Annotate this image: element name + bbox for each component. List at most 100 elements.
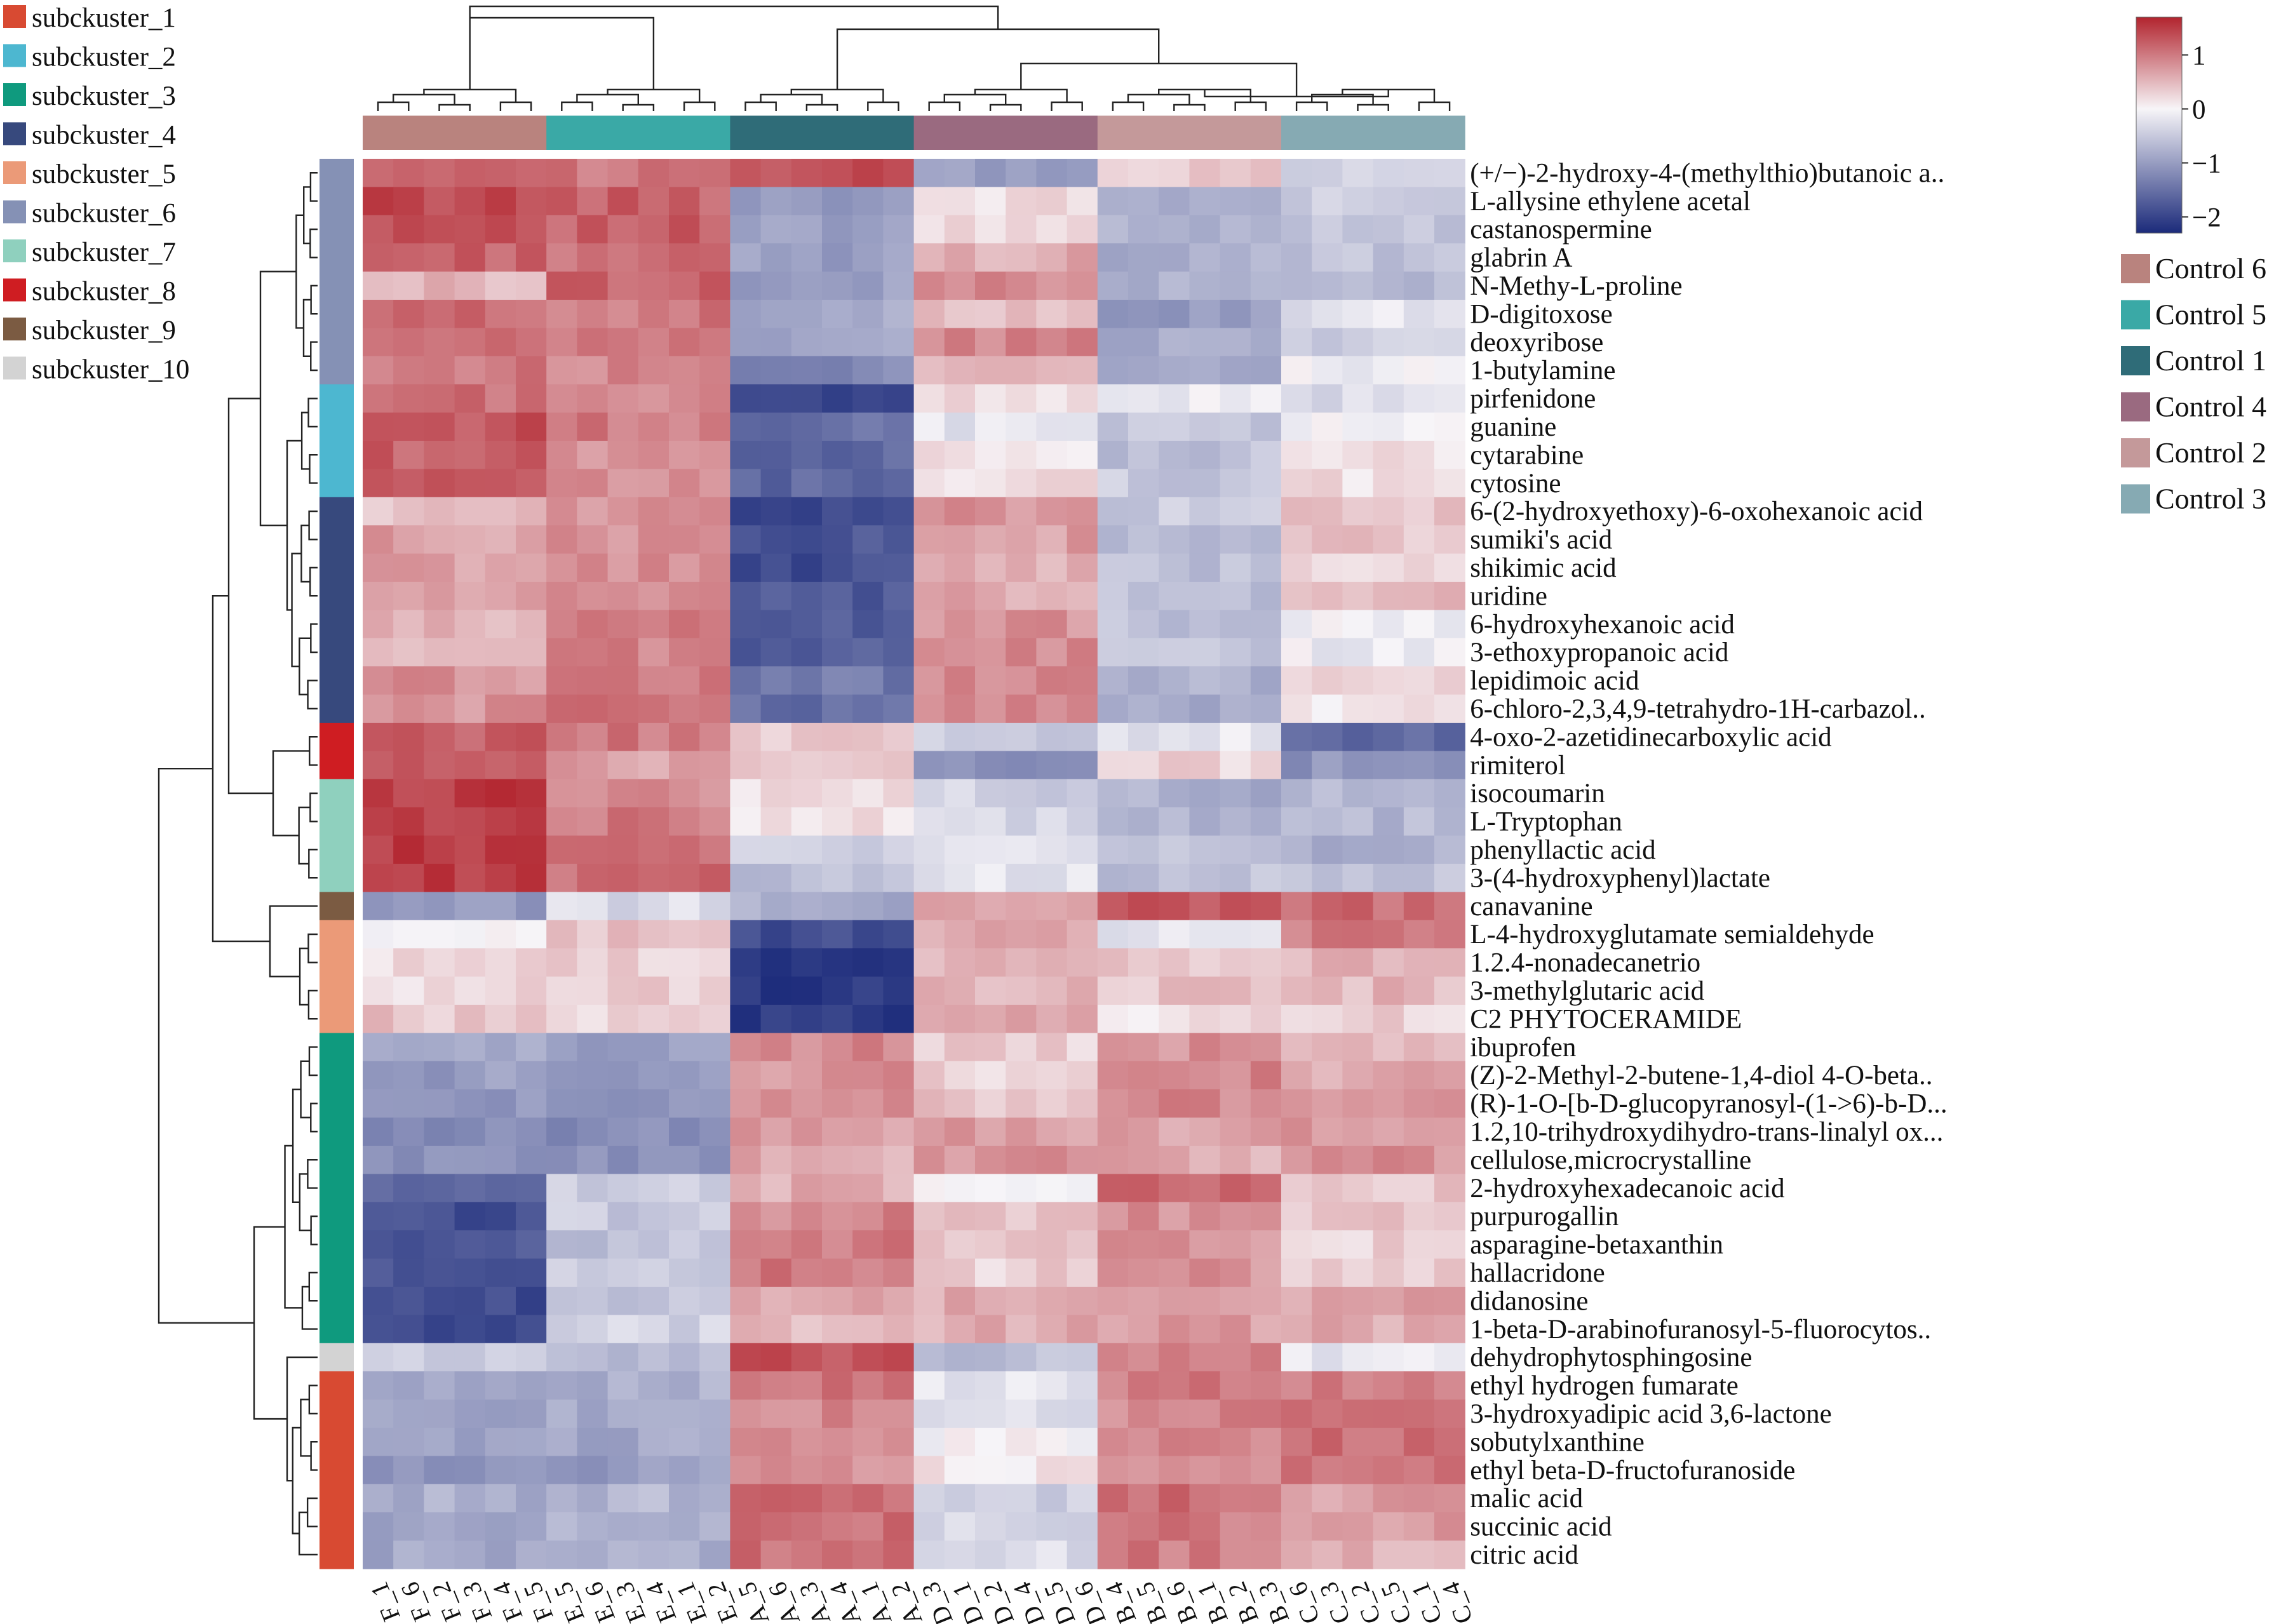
heatmap-cell [546, 666, 577, 695]
heatmap-cell [1342, 1061, 1374, 1090]
heatmap-cell [393, 723, 424, 751]
heatmap-cell [730, 328, 762, 357]
heatmap-cell [852, 525, 884, 554]
heatmap-cell [607, 553, 639, 582]
heatmap-cell [638, 1117, 670, 1146]
heatmap-cell [516, 1343, 547, 1372]
heatmap-cell [852, 638, 884, 667]
heatmap-cell [1006, 384, 1037, 413]
heatmap-cell [791, 1456, 823, 1485]
heatmap-cell [1312, 356, 1343, 385]
heatmap-cell [975, 1061, 1006, 1090]
heatmap-cell [1128, 271, 1159, 300]
heatmap-cell [1159, 1371, 1190, 1400]
heatmap-cell [1312, 384, 1343, 413]
heatmap-cell [730, 243, 762, 272]
heatmap-cell [852, 441, 884, 469]
heatmap-cell [760, 751, 792, 780]
heatmap-cell [944, 892, 976, 921]
heatmap-cell [1006, 356, 1037, 385]
heatmap-cell [1036, 441, 1068, 469]
heatmap-cell [852, 159, 884, 187]
heatmap-cell [1036, 525, 1068, 554]
heatmap-cell [669, 1146, 700, 1174]
heatmap-cell [1312, 1484, 1343, 1513]
heatmap-cell [791, 1371, 823, 1400]
heatmap-cell [852, 1174, 884, 1203]
heatmap-cell [1036, 384, 1068, 413]
heatmap-cell [1403, 356, 1435, 385]
cluster-legend-swatch [3, 239, 26, 262]
heatmap-cell [393, 356, 424, 385]
heatmap-cell [607, 1343, 639, 1372]
heatmap-cell [1006, 1202, 1037, 1231]
row-label: deoxyribose [1470, 328, 1603, 358]
heatmap-cell [485, 1428, 516, 1456]
heatmap-cell [1220, 582, 1251, 610]
heatmap-cell [485, 243, 516, 272]
heatmap-cell [363, 864, 394, 892]
heatmap-cell [424, 1371, 455, 1400]
heatmap-cell [546, 1202, 577, 1231]
heatmap-cell [1128, 582, 1159, 610]
heatmap-cell [975, 1230, 1006, 1259]
heatmap-cell [1036, 1117, 1068, 1146]
heatmap-cell [546, 469, 577, 498]
heatmap-cell [1128, 553, 1159, 582]
heatmap-cell [975, 271, 1006, 300]
row-label: succinic acid [1470, 1512, 1612, 1542]
heatmap-cell [1342, 1428, 1374, 1456]
heatmap-cell [1128, 300, 1159, 328]
heatmap-cell [883, 497, 915, 526]
heatmap-cell [1281, 497, 1312, 526]
heatmap-cell [1281, 1258, 1312, 1287]
heatmap-cell [883, 1371, 915, 1400]
heatmap-cell [791, 1428, 823, 1456]
heatmap-cell [1067, 469, 1098, 498]
heatmap-cell [516, 1315, 547, 1344]
heatmap-cell [791, 1146, 823, 1174]
heatmap-cell [1373, 300, 1404, 328]
heatmap-cell [1434, 1033, 1465, 1062]
heatmap-cell [1373, 1343, 1404, 1372]
heatmap-cell [638, 582, 670, 610]
heatmap-cell [607, 1315, 639, 1344]
heatmap-cell [852, 384, 884, 413]
heatmap-cell [1220, 497, 1251, 526]
heatmap-cell [699, 1089, 730, 1118]
heatmap-cell [1006, 497, 1037, 526]
heatmap-cell [1312, 215, 1343, 244]
heatmap-cell [485, 1456, 516, 1485]
heatmap-cell [638, 1033, 670, 1062]
heatmap-cell [1250, 723, 1282, 751]
heatmap-cell [1281, 948, 1312, 977]
heatmap-cell [1036, 300, 1068, 328]
heatmap-cell [730, 1512, 762, 1541]
heatmap-cell [1097, 835, 1129, 864]
heatmap-cell [852, 1540, 884, 1569]
heatmap-cell [577, 1230, 609, 1259]
heatmap-cell [516, 582, 547, 610]
heatmap-cell [638, 525, 670, 554]
heatmap-cell [1097, 469, 1129, 498]
heatmap-cell [638, 1202, 670, 1231]
heatmap-cell [363, 807, 394, 836]
heatmap-cell [546, 1399, 577, 1428]
heatmap-cell [913, 1456, 945, 1485]
heatmap-cell [546, 1540, 577, 1569]
heatmap-cell [760, 920, 792, 949]
heatmap-cell [1312, 976, 1343, 1005]
heatmap-cell [485, 751, 516, 780]
group-legend-label: Control 3 [2155, 483, 2266, 515]
heatmap-cell [760, 497, 792, 526]
heatmap-cell [1189, 1061, 1221, 1090]
heatmap-cell [730, 694, 762, 723]
heatmap-cell [852, 1371, 884, 1400]
row-label: C2 PHYTOCERAMIDE [1470, 1004, 1742, 1034]
cluster-legend-label: subckuster_8 [32, 277, 176, 307]
heatmap-cell [638, 751, 670, 780]
heatmap-cell [485, 610, 516, 639]
heatmap-cell [546, 243, 577, 272]
heatmap-cell [1097, 412, 1129, 441]
heatmap-cell [1006, 1343, 1037, 1372]
